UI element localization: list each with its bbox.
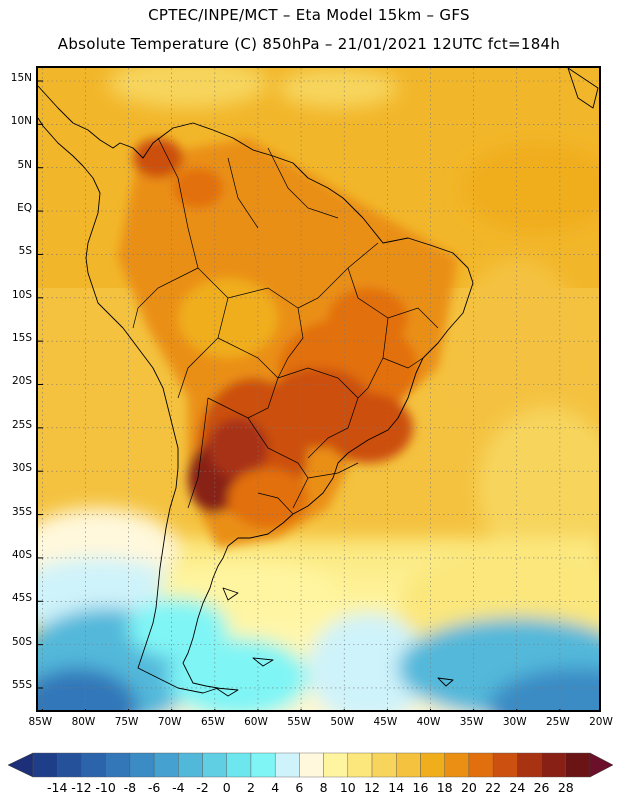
lat-label: 55S (11, 678, 32, 691)
colorbar-label: -4 (172, 780, 185, 795)
lon-label: 85W (28, 716, 53, 728)
colorbar-label: 12 (364, 780, 380, 795)
colorbar-label: 20 (460, 780, 477, 795)
colorbar-cell (178, 752, 203, 778)
colorbar-cell (274, 752, 300, 778)
colorbar-label: -12 (71, 780, 92, 795)
colorbar-cell (396, 752, 421, 778)
colorbar-cell (250, 752, 276, 778)
colorbar-arrow-right (589, 752, 614, 778)
lon-label: 45W (373, 716, 398, 728)
lon-label: 55W (287, 716, 311, 728)
colorbar-cell (541, 752, 566, 778)
lon-label: 25W (545, 716, 570, 728)
colorbar-label: 4 (271, 780, 280, 795)
lat-label: 25S (11, 418, 32, 431)
lon-label: 70W (157, 716, 182, 728)
lon-label: 80W (71, 716, 96, 728)
country-borders (132, 137, 439, 515)
temperature-colorbar (7, 752, 614, 778)
lon-label: 75W (114, 716, 139, 728)
lat-label: 50S (11, 635, 32, 648)
lon-label: 30W (502, 716, 527, 728)
lat-label: 10N (10, 115, 32, 128)
colorbar-cell (420, 752, 445, 778)
lat-label: 40S (11, 548, 32, 561)
colorbar-cell (105, 752, 131, 778)
colorbar-label: 0 (222, 780, 231, 795)
map-title: CPTEC/INPE/MCT – Eta Model 15km – GFS (148, 6, 470, 24)
colorbar-cell (371, 752, 397, 778)
lat-label: 5S (18, 245, 32, 258)
colorbar-cell (347, 752, 373, 778)
lat-label: EQ (17, 202, 32, 215)
colorbar-cell (444, 752, 470, 778)
map-canvas (38, 68, 599, 710)
colorbar-cell (517, 752, 542, 778)
colorbar-cell (202, 752, 227, 778)
coastlines (38, 68, 599, 697)
colorbar-label: 10 (339, 780, 356, 795)
colorbar-label: 24 (509, 780, 526, 795)
colorbar-label: 18 (436, 780, 453, 795)
temperature-map (36, 66, 601, 712)
lon-label: 65W (200, 716, 225, 728)
colorbar-label: 22 (485, 780, 502, 795)
colorbar-cell (129, 752, 155, 778)
lat-label: 30S (11, 462, 32, 475)
map-subtitle: Absolute Temperature (C) 850hPa – 21/01/… (57, 35, 561, 53)
colorbar-label: 26 (533, 780, 550, 795)
lat-label: 35S (11, 505, 32, 518)
colorbar-label: 8 (319, 780, 328, 795)
colorbar-cell (81, 752, 106, 778)
colorbar-label: 6 (295, 780, 304, 795)
colorbar-cell (57, 752, 82, 778)
colorbar-cell (226, 752, 252, 778)
lat-label: 15S (11, 332, 32, 345)
colorbar-label: 2 (246, 780, 255, 795)
colorbar-label: -10 (95, 780, 116, 795)
lat-label: 20S (11, 375, 32, 388)
colorbar-arrow-left (7, 752, 34, 778)
colorbar-label: -8 (123, 780, 137, 795)
colorbar-cell (323, 752, 349, 778)
colorbar-label: 28 (557, 780, 574, 795)
lat-label: 10S (11, 288, 32, 301)
colorbar-label: 14 (388, 780, 405, 795)
colorbar-label: -14 (46, 780, 68, 795)
colorbar-cell (565, 752, 591, 778)
lat-label: 45S (11, 592, 32, 605)
temperature-field (38, 68, 599, 710)
lat-label: 5N (17, 158, 32, 171)
lon-label: 35W (459, 716, 484, 728)
colorbar-cell (153, 752, 179, 778)
lon-label: 60W (244, 716, 268, 728)
colorbar-cell (32, 752, 58, 778)
lon-label: 40W (416, 716, 441, 728)
colorbar-cell (492, 752, 518, 778)
lon-label: 50W (330, 716, 355, 728)
lat-lon-grid (38, 68, 599, 710)
colorbar-cell (299, 752, 324, 778)
colorbar-cell (468, 752, 494, 778)
colorbar-label: 16 (412, 780, 429, 795)
lat-label: 15N (10, 72, 32, 84)
lon-label: 20W (589, 716, 613, 728)
colorbar-label: -2 (196, 780, 209, 795)
colorbar-label: -6 (147, 780, 161, 795)
